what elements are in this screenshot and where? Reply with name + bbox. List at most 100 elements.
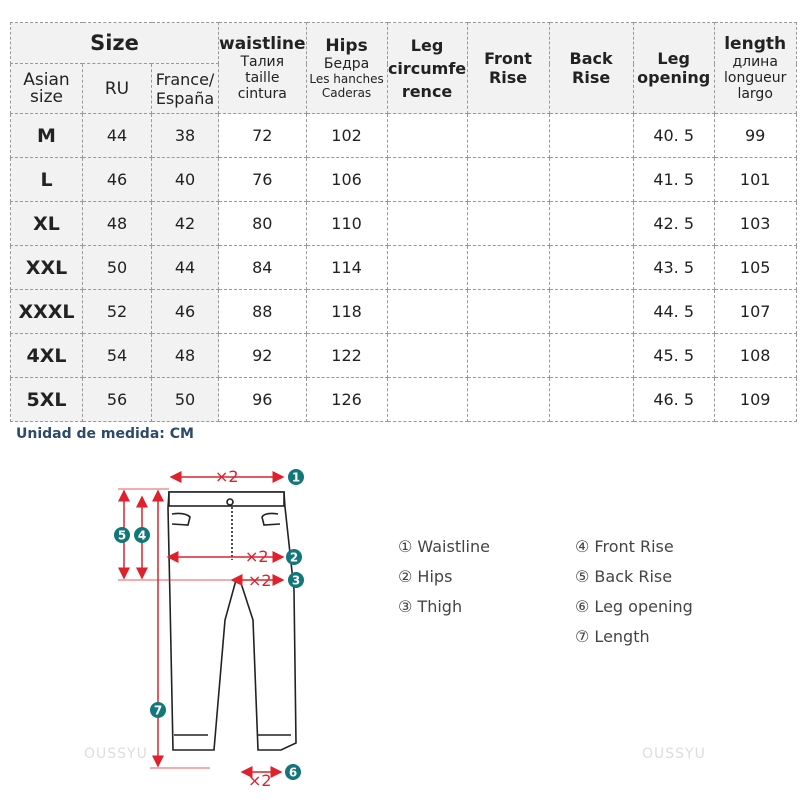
value-cell: 101 bbox=[713, 157, 797, 202]
length-header: length длина longueur largo bbox=[713, 22, 797, 114]
waistline-header: waistline Талия taille cintura bbox=[218, 22, 307, 114]
value-cell: 45. 5 bbox=[632, 333, 715, 378]
value-cell: 84 bbox=[218, 245, 307, 290]
value-cell bbox=[466, 245, 550, 290]
value-cell: 46 bbox=[151, 289, 219, 334]
value-cell bbox=[466, 289, 550, 334]
unit-label: Unidad de medida: CM bbox=[16, 426, 194, 442]
value-cell: 52 bbox=[82, 289, 152, 334]
value-cell: 44. 5 bbox=[632, 289, 715, 334]
value-cell bbox=[548, 113, 634, 158]
marker-2: 2 bbox=[286, 549, 302, 565]
legend-front-rise: ④ Front Rise bbox=[575, 537, 674, 556]
value-cell: 96 bbox=[218, 377, 307, 422]
value-cell bbox=[466, 201, 550, 246]
value-cell: 99 bbox=[713, 113, 797, 158]
value-cell bbox=[466, 157, 550, 202]
value-cell: 43. 5 bbox=[632, 245, 715, 290]
value-cell bbox=[386, 201, 468, 246]
size-cell: 4XL bbox=[10, 333, 83, 378]
value-cell: 50 bbox=[82, 245, 152, 290]
hips-header: Hips Бедра Les hanches Caderas bbox=[305, 22, 388, 114]
marker-1: 1 bbox=[288, 469, 304, 485]
size-cell: M bbox=[10, 113, 83, 158]
value-cell: 50 bbox=[151, 377, 219, 422]
value-cell: 105 bbox=[713, 245, 797, 290]
svg-text:6: 6 bbox=[289, 766, 297, 780]
marker-5: 5 bbox=[114, 527, 130, 543]
legend-waistline: ① Waistline bbox=[398, 537, 490, 556]
marker-3: 3 bbox=[288, 572, 304, 588]
svg-text:5: 5 bbox=[118, 529, 126, 543]
value-cell: 56 bbox=[82, 377, 152, 422]
value-cell: 107 bbox=[713, 289, 797, 334]
svg-text:2: 2 bbox=[290, 551, 298, 565]
table-row: XXXL 52 46 88 118 44. 5 107 bbox=[10, 289, 797, 334]
asian-size-header: Asian size bbox=[10, 63, 83, 114]
ru-header: RU bbox=[82, 63, 152, 114]
value-cell: 126 bbox=[305, 377, 388, 422]
leg-opening-header: Leg opening bbox=[632, 22, 715, 114]
marker-7: 7 bbox=[150, 702, 166, 718]
value-cell bbox=[466, 377, 550, 422]
svg-text:3: 3 bbox=[292, 574, 300, 588]
marker-6: 6 bbox=[285, 764, 301, 780]
legend-back-rise: ⑤ Back Rise bbox=[575, 567, 673, 586]
value-cell: 44 bbox=[151, 245, 219, 290]
value-cell: 72 bbox=[218, 113, 307, 158]
value-cell: 40 bbox=[151, 157, 219, 202]
value-cell bbox=[548, 201, 634, 246]
value-cell bbox=[466, 113, 550, 158]
value-cell: 110 bbox=[305, 201, 388, 246]
x2-waist: ×2 bbox=[215, 467, 239, 486]
watermark: OUSSYU bbox=[642, 746, 706, 762]
value-cell: 44 bbox=[82, 113, 152, 158]
size-cell: XL bbox=[10, 201, 83, 246]
value-cell: 103 bbox=[713, 201, 797, 246]
svg-text:7: 7 bbox=[154, 704, 162, 718]
value-cell bbox=[386, 377, 468, 422]
value-cell bbox=[548, 377, 634, 422]
value-cell: 106 bbox=[305, 157, 388, 202]
value-cell bbox=[386, 333, 468, 378]
watermark: OUSSYU bbox=[84, 746, 148, 762]
value-cell bbox=[548, 157, 634, 202]
table-row: M 44 38 72 102 40. 5 99 bbox=[10, 113, 797, 158]
pants-diagram: ×2 ×2 ×2 ×2 1 2 3 45 6 7 bbox=[114, 467, 304, 790]
value-cell bbox=[386, 245, 468, 290]
size-cell: XXXL bbox=[10, 289, 83, 334]
x2-hips: ×2 bbox=[245, 547, 269, 566]
x2-thigh: ×2 bbox=[248, 571, 272, 590]
value-cell: 80 bbox=[218, 201, 307, 246]
svg-text:4: 4 bbox=[138, 529, 146, 543]
value-cell bbox=[548, 333, 634, 378]
size-header: Size bbox=[10, 22, 219, 64]
value-cell: 114 bbox=[305, 245, 388, 290]
value-cell: 42 bbox=[151, 201, 219, 246]
france-header: France/ España bbox=[151, 63, 219, 114]
legend-length: ⑦ Length bbox=[575, 627, 650, 646]
table-row: L 46 40 76 106 41. 5 101 bbox=[10, 157, 797, 202]
table-row: 4XL 54 48 92 122 45. 5 108 bbox=[10, 333, 797, 378]
value-cell: 92 bbox=[218, 333, 307, 378]
value-cell: 40. 5 bbox=[632, 113, 715, 158]
size-cell: 5XL bbox=[10, 377, 83, 422]
value-cell: 88 bbox=[218, 289, 307, 334]
legend-hips: ② Hips bbox=[398, 567, 453, 586]
value-cell: 122 bbox=[305, 333, 388, 378]
front-rise-header: Front Rise bbox=[466, 22, 550, 114]
value-cell: 48 bbox=[151, 333, 219, 378]
value-cell bbox=[386, 157, 468, 202]
size-chart-table: Size waistline Талия taille cintura Hips Б… bbox=[10, 22, 797, 422]
value-cell: 54 bbox=[82, 333, 152, 378]
value-cell: 38 bbox=[151, 113, 219, 158]
x2-leg-opening: ×2 bbox=[248, 771, 272, 790]
pants-outline bbox=[167, 491, 297, 751]
leg-circumference-header: Leg circumfe rence bbox=[386, 22, 468, 114]
value-cell: 118 bbox=[305, 289, 388, 334]
value-cell: 109 bbox=[713, 377, 797, 422]
value-cell: 46 bbox=[82, 157, 152, 202]
legend-leg-opening: ⑥ Leg opening bbox=[575, 597, 693, 616]
size-cell: L bbox=[10, 157, 83, 202]
value-cell bbox=[548, 289, 634, 334]
